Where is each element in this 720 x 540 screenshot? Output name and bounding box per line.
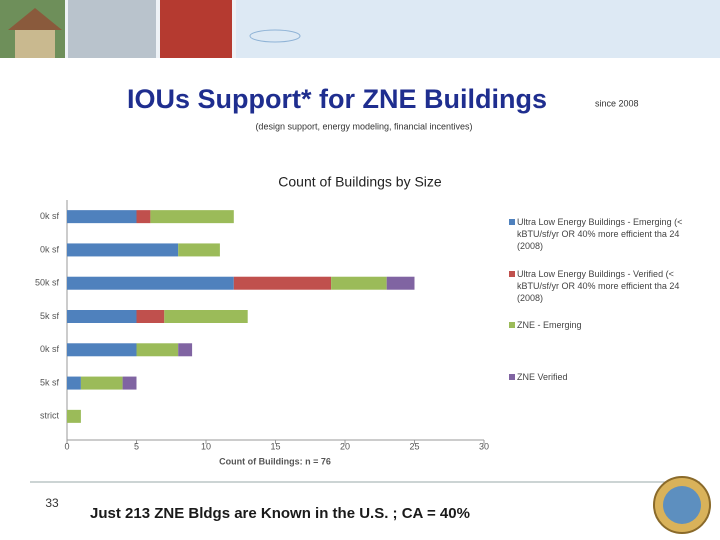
bar-segment bbox=[80, 376, 123, 390]
legend-entry: Ultra Low Energy Buildings - Verified (<… bbox=[517, 269, 680, 303]
legend-entry: ZNE Verified bbox=[517, 372, 568, 382]
y-tick-label: 5k sf bbox=[40, 311, 60, 321]
bar-segment bbox=[67, 343, 137, 357]
banner-image-keypad bbox=[68, 0, 156, 58]
bar-segment bbox=[67, 310, 137, 323]
x-tick-label: 0 bbox=[64, 441, 69, 451]
x-tick-label: 15 bbox=[270, 441, 280, 451]
x-tick-label: 30 bbox=[479, 441, 489, 451]
footer-text: Just 213 ZNE Bldgs are Known in the U.S.… bbox=[90, 505, 470, 522]
bar-segment bbox=[67, 376, 81, 390]
subtitle: (design support, energy modeling, financ… bbox=[255, 121, 472, 131]
slide-title: IOUs Support* for ZNE Buildings bbox=[127, 84, 547, 114]
legend-swatch bbox=[509, 374, 515, 380]
x-axis-label: Count of Buildings: n = 76 bbox=[219, 456, 331, 466]
legend-entry: Ultra Low Energy Buildings - Emerging (<… bbox=[517, 217, 683, 251]
banner-water bbox=[236, 0, 720, 58]
bar-segment bbox=[136, 210, 151, 224]
y-tick-label: 0k sf bbox=[40, 244, 60, 254]
x-tick-label: 5 bbox=[134, 441, 139, 451]
bar-segment bbox=[67, 210, 137, 224]
bar-segment bbox=[164, 310, 248, 323]
house-wall bbox=[15, 30, 55, 58]
x-tick-label: 20 bbox=[340, 441, 350, 451]
bar-segment bbox=[136, 343, 179, 357]
since-note: since 2008 bbox=[595, 98, 639, 108]
bar-segment bbox=[178, 343, 193, 357]
y-tick-label: 50k sf bbox=[35, 278, 60, 288]
roof bbox=[8, 8, 62, 30]
bar-segment bbox=[67, 409, 81, 423]
bar-segment bbox=[67, 276, 234, 290]
bar-segment bbox=[136, 310, 165, 323]
bar-segment bbox=[386, 276, 415, 290]
y-tick-label: 0k sf bbox=[40, 211, 60, 221]
seal-center bbox=[663, 486, 701, 524]
bar-segment bbox=[233, 276, 332, 290]
ripple bbox=[249, 29, 301, 43]
y-tick-label: 5k sf bbox=[40, 377, 60, 387]
chart-title: Count of Buildings by Size bbox=[278, 174, 442, 190]
legend-swatch bbox=[509, 322, 515, 328]
legend-swatch bbox=[509, 271, 515, 277]
y-tick-label: 0k sf bbox=[40, 344, 60, 354]
legend-entry: ZNE - Emerging bbox=[517, 320, 582, 330]
bar-segment bbox=[331, 276, 387, 290]
bar-segment bbox=[122, 376, 137, 390]
legend-swatch bbox=[509, 219, 515, 225]
page-number: 33 bbox=[45, 496, 59, 510]
bar-segment bbox=[67, 243, 179, 257]
bar-segment bbox=[178, 243, 220, 257]
x-tick-label: 25 bbox=[409, 441, 419, 451]
y-tick-label: strict bbox=[40, 411, 59, 421]
bar-segment bbox=[150, 210, 234, 224]
banner-image-train bbox=[160, 0, 232, 58]
x-tick-label: 10 bbox=[201, 441, 211, 451]
